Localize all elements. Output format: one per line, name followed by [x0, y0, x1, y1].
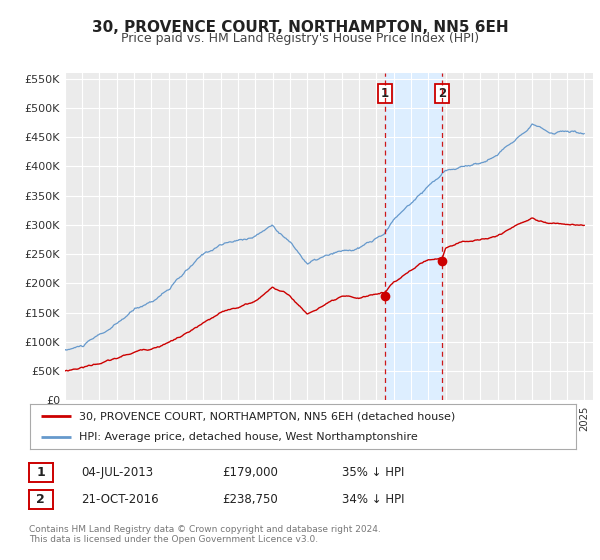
- Text: 21-OCT-2016: 21-OCT-2016: [81, 493, 158, 506]
- Text: 30, PROVENCE COURT, NORTHAMPTON, NN5 6EH (detached house): 30, PROVENCE COURT, NORTHAMPTON, NN5 6EH…: [79, 412, 455, 422]
- Text: Price paid vs. HM Land Registry's House Price Index (HPI): Price paid vs. HM Land Registry's House …: [121, 32, 479, 45]
- Text: 1: 1: [37, 465, 45, 479]
- Text: 2: 2: [37, 493, 45, 506]
- Text: 34% ↓ HPI: 34% ↓ HPI: [342, 493, 404, 506]
- Text: £238,750: £238,750: [222, 493, 278, 506]
- Text: 35% ↓ HPI: 35% ↓ HPI: [342, 465, 404, 479]
- Text: HPI: Average price, detached house, West Northamptonshire: HPI: Average price, detached house, West…: [79, 432, 418, 442]
- Text: £179,000: £179,000: [222, 465, 278, 479]
- Text: This data is licensed under the Open Government Licence v3.0.: This data is licensed under the Open Gov…: [29, 535, 318, 544]
- Bar: [385, 73, 442, 400]
- Text: 30, PROVENCE COURT, NORTHAMPTON, NN5 6EH: 30, PROVENCE COURT, NORTHAMPTON, NN5 6EH: [92, 20, 508, 35]
- Text: 2: 2: [438, 87, 446, 100]
- Text: 1: 1: [381, 87, 389, 100]
- Text: Contains HM Land Registry data © Crown copyright and database right 2024.: Contains HM Land Registry data © Crown c…: [29, 525, 380, 534]
- Text: 04-JUL-2013: 04-JUL-2013: [81, 465, 153, 479]
